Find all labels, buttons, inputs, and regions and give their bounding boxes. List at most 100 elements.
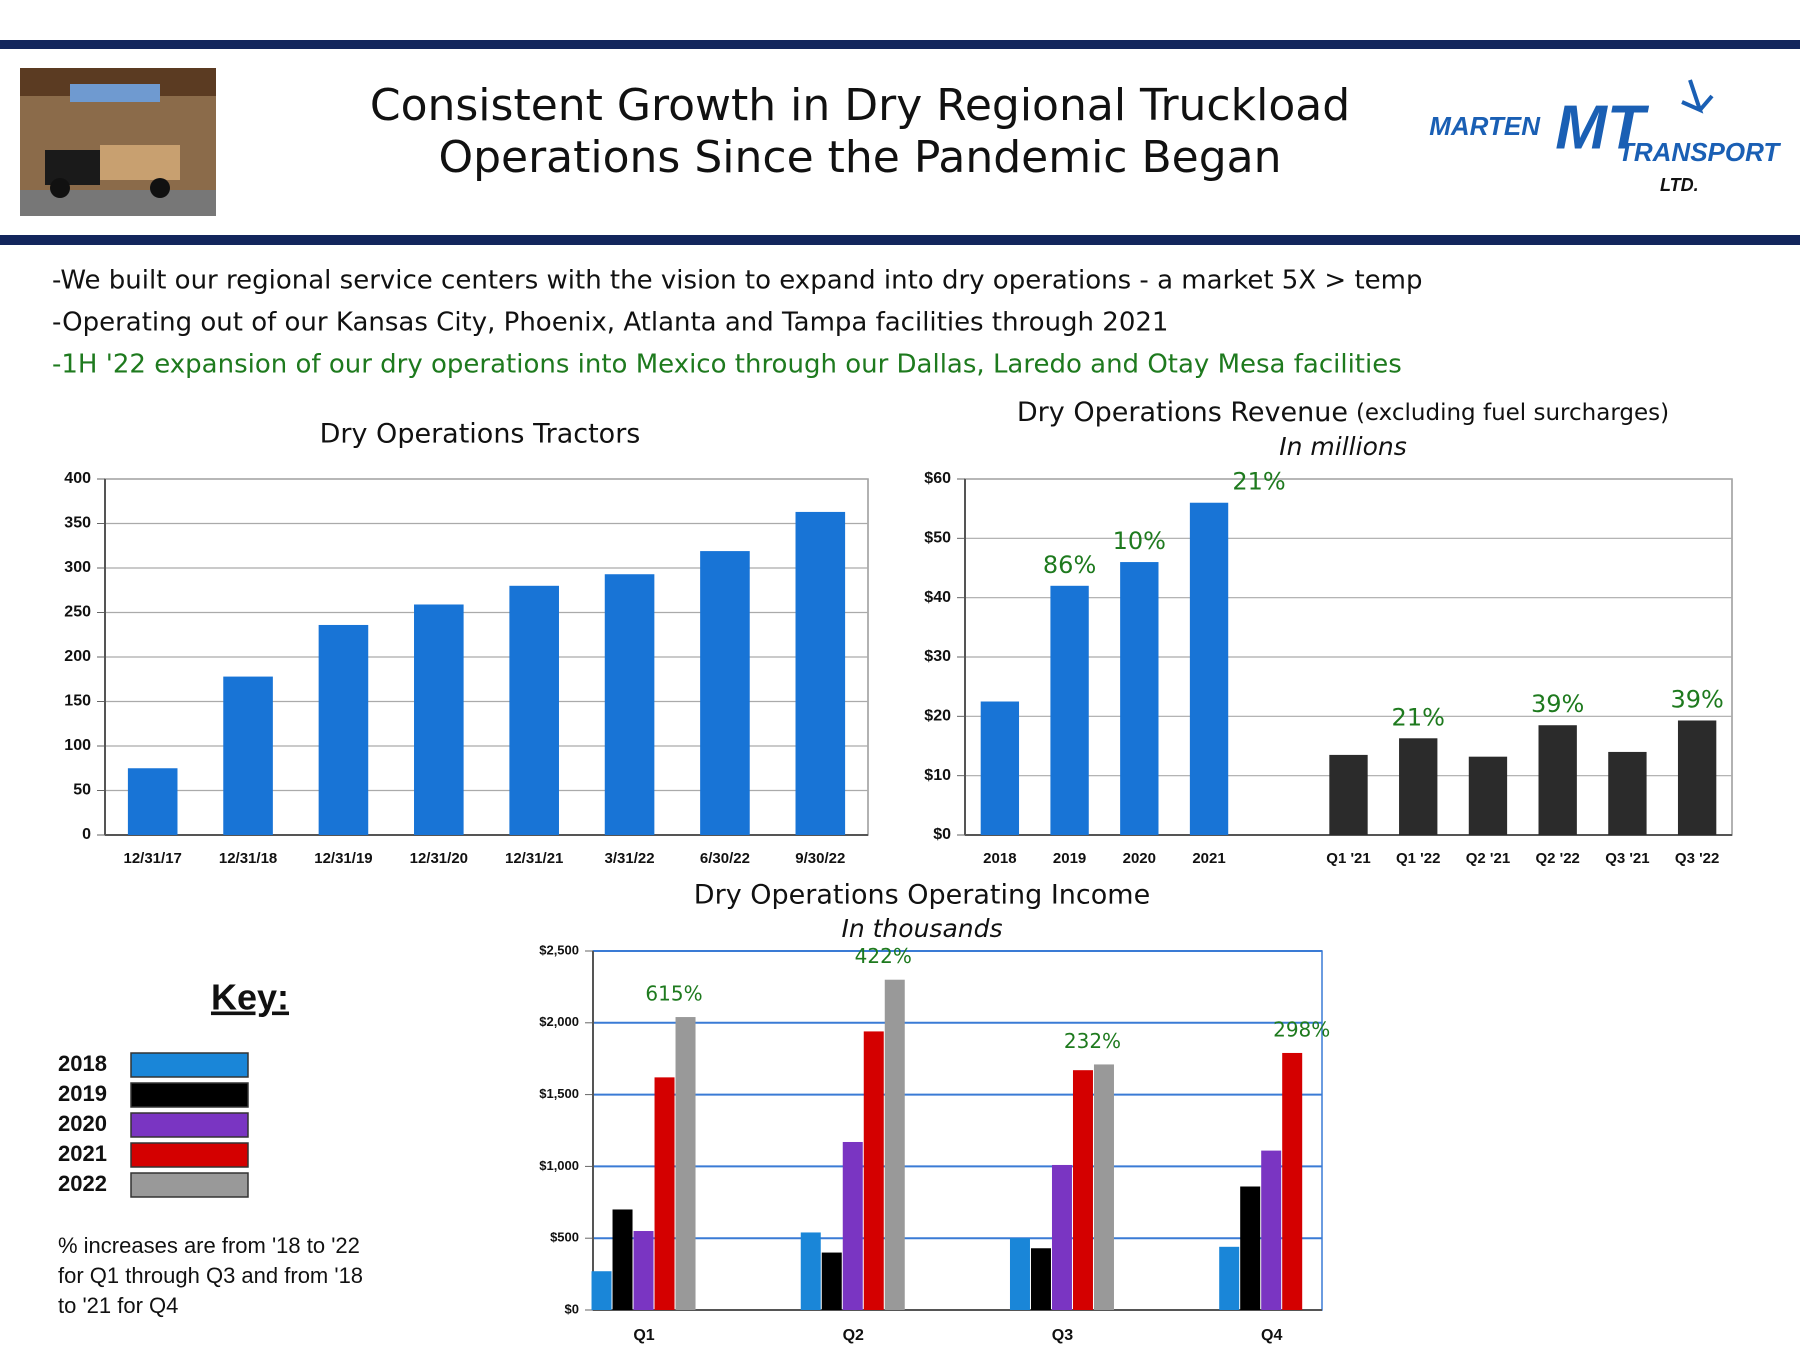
chart-title: Dry Operations Operating Income: [694, 880, 1150, 911]
y-tick-label: $50: [924, 530, 951, 547]
legend-title: Key:: [211, 977, 289, 1018]
bar: [1261, 1150, 1282, 1310]
legend-label: 2019: [58, 1081, 107, 1106]
x-tick-label: 2021: [1192, 850, 1225, 867]
x-tick-label: 12/31/21: [505, 850, 563, 867]
x-tick-label: Q1: [633, 1327, 654, 1344]
bar: [1329, 754, 1368, 835]
x-tick-label: Q1 '21: [1326, 850, 1370, 867]
bar: [1608, 751, 1647, 835]
bar: [1009, 1238, 1030, 1310]
note-line: for Q1 through Q3 and from '18: [58, 1263, 363, 1288]
logo-text: TRANSPORT: [1618, 137, 1781, 167]
y-tick-label: 300: [64, 559, 91, 576]
x-tick-label: 2020: [1123, 850, 1156, 867]
y-tick-label: $20: [924, 708, 951, 725]
bar: [604, 574, 655, 835]
photo-truck-bed: [100, 145, 180, 180]
growth-label: 39%: [1670, 685, 1723, 713]
bar: [1677, 720, 1717, 835]
growth-label: 39%: [1531, 690, 1584, 718]
photo-ground: [20, 190, 216, 216]
x-tick-label: Q4: [1261, 1327, 1282, 1344]
logo-suffix: LTD.: [1660, 175, 1699, 195]
x-tick-label: 12/31/20: [410, 850, 468, 867]
y-tick-label: $1,000: [539, 1158, 579, 1173]
chart-subtitle: In millions: [1279, 432, 1406, 461]
bar: [1120, 562, 1159, 835]
growth-label: 86%: [1043, 551, 1096, 579]
bar: [1282, 1052, 1303, 1310]
bullets: -We built our regional service centers w…: [52, 266, 1423, 380]
legend-swatch: [130, 1172, 249, 1198]
x-tick-label: 12/31/18: [219, 850, 277, 867]
x-tick-label: Q3 '22: [1675, 850, 1719, 867]
bar: [591, 1271, 612, 1310]
bar: [980, 701, 1020, 835]
x-tick-label: Q3: [1052, 1327, 1073, 1344]
bar: [1468, 756, 1508, 835]
y-tick-label: $2,500: [539, 942, 579, 957]
bar: [127, 768, 178, 835]
x-tick-label: 3/31/22: [605, 850, 655, 867]
x-tick-label: Q2 '22: [1535, 850, 1579, 867]
logo-mark: MT: [1555, 93, 1650, 162]
growth-label: 298%: [1273, 1017, 1330, 1041]
x-tick-label: 9/30/22: [795, 850, 845, 867]
growth-label: 422%: [855, 944, 912, 968]
note-line: % increases are from '18 to '22: [58, 1233, 360, 1258]
bar: [675, 1017, 696, 1310]
x-tick-label: 2019: [1053, 850, 1086, 867]
bar: [1051, 1164, 1072, 1310]
y-tick-label: $10: [924, 767, 951, 784]
x-tick-label: 12/31/19: [314, 850, 372, 867]
bar: [1050, 585, 1089, 835]
x-tick-label: Q1 '22: [1396, 850, 1440, 867]
y-tick-label: $2,000: [539, 1014, 579, 1029]
growth-label: 21%: [1392, 703, 1445, 731]
y-tick-label: $30: [924, 648, 951, 665]
bar: [1072, 1070, 1093, 1310]
y-tick-label: 150: [64, 693, 91, 710]
bar: [612, 1209, 633, 1310]
x-tick-label: 2018: [983, 850, 1016, 867]
bar: [884, 979, 905, 1310]
bar: [654, 1077, 675, 1310]
y-tick-label: $60: [924, 470, 951, 487]
growth-label: 615%: [645, 982, 702, 1006]
bar: [1093, 1064, 1114, 1310]
y-tick-label: 250: [64, 604, 91, 621]
bar: [821, 1252, 842, 1310]
photo-truck-cab: [45, 150, 100, 185]
title-line: Operations Since the Pandemic Began: [438, 132, 1281, 183]
legend-label: 2022: [58, 1171, 107, 1196]
chart-title: Dry Operations Tractors: [320, 419, 641, 450]
logo: MARTEN MT TRANSPORT LTD.: [1429, 79, 1781, 195]
legend-swatch: [130, 1082, 249, 1108]
y-tick-label: $500: [550, 1230, 579, 1245]
bar: [1189, 502, 1229, 835]
x-tick-label: 6/30/22: [700, 850, 750, 867]
y-tick-label: $0: [933, 826, 951, 843]
top-bar: [0, 40, 1800, 49]
chart-title-main: Dry Operations Revenue: [1017, 397, 1348, 428]
legend-label: 2020: [58, 1111, 107, 1136]
bar: [1030, 1248, 1051, 1310]
growth-label: 21%: [1232, 468, 1285, 496]
bar: [795, 511, 846, 835]
x-tick-label: Q3 '21: [1605, 850, 1649, 867]
growth-label: 232%: [1064, 1029, 1121, 1053]
bar: [1240, 1186, 1261, 1310]
bar: [414, 604, 464, 835]
chart-title-note: (excluding fuel surcharges): [1356, 400, 1669, 426]
photo-wheel: [50, 178, 70, 198]
y-tick-label: $0: [565, 1301, 579, 1316]
y-tick-label: 200: [64, 648, 91, 665]
legend-label: 2018: [58, 1051, 107, 1076]
logo-text: MARTEN: [1429, 111, 1541, 141]
logo-plane: [1681, 79, 1714, 114]
chart-title: Dry Operations Revenue (excluding fuel su…: [1017, 397, 1669, 428]
growth-label: 10%: [1113, 527, 1166, 555]
bar: [1399, 738, 1438, 835]
x-tick-label: Q2 '21: [1466, 850, 1510, 867]
